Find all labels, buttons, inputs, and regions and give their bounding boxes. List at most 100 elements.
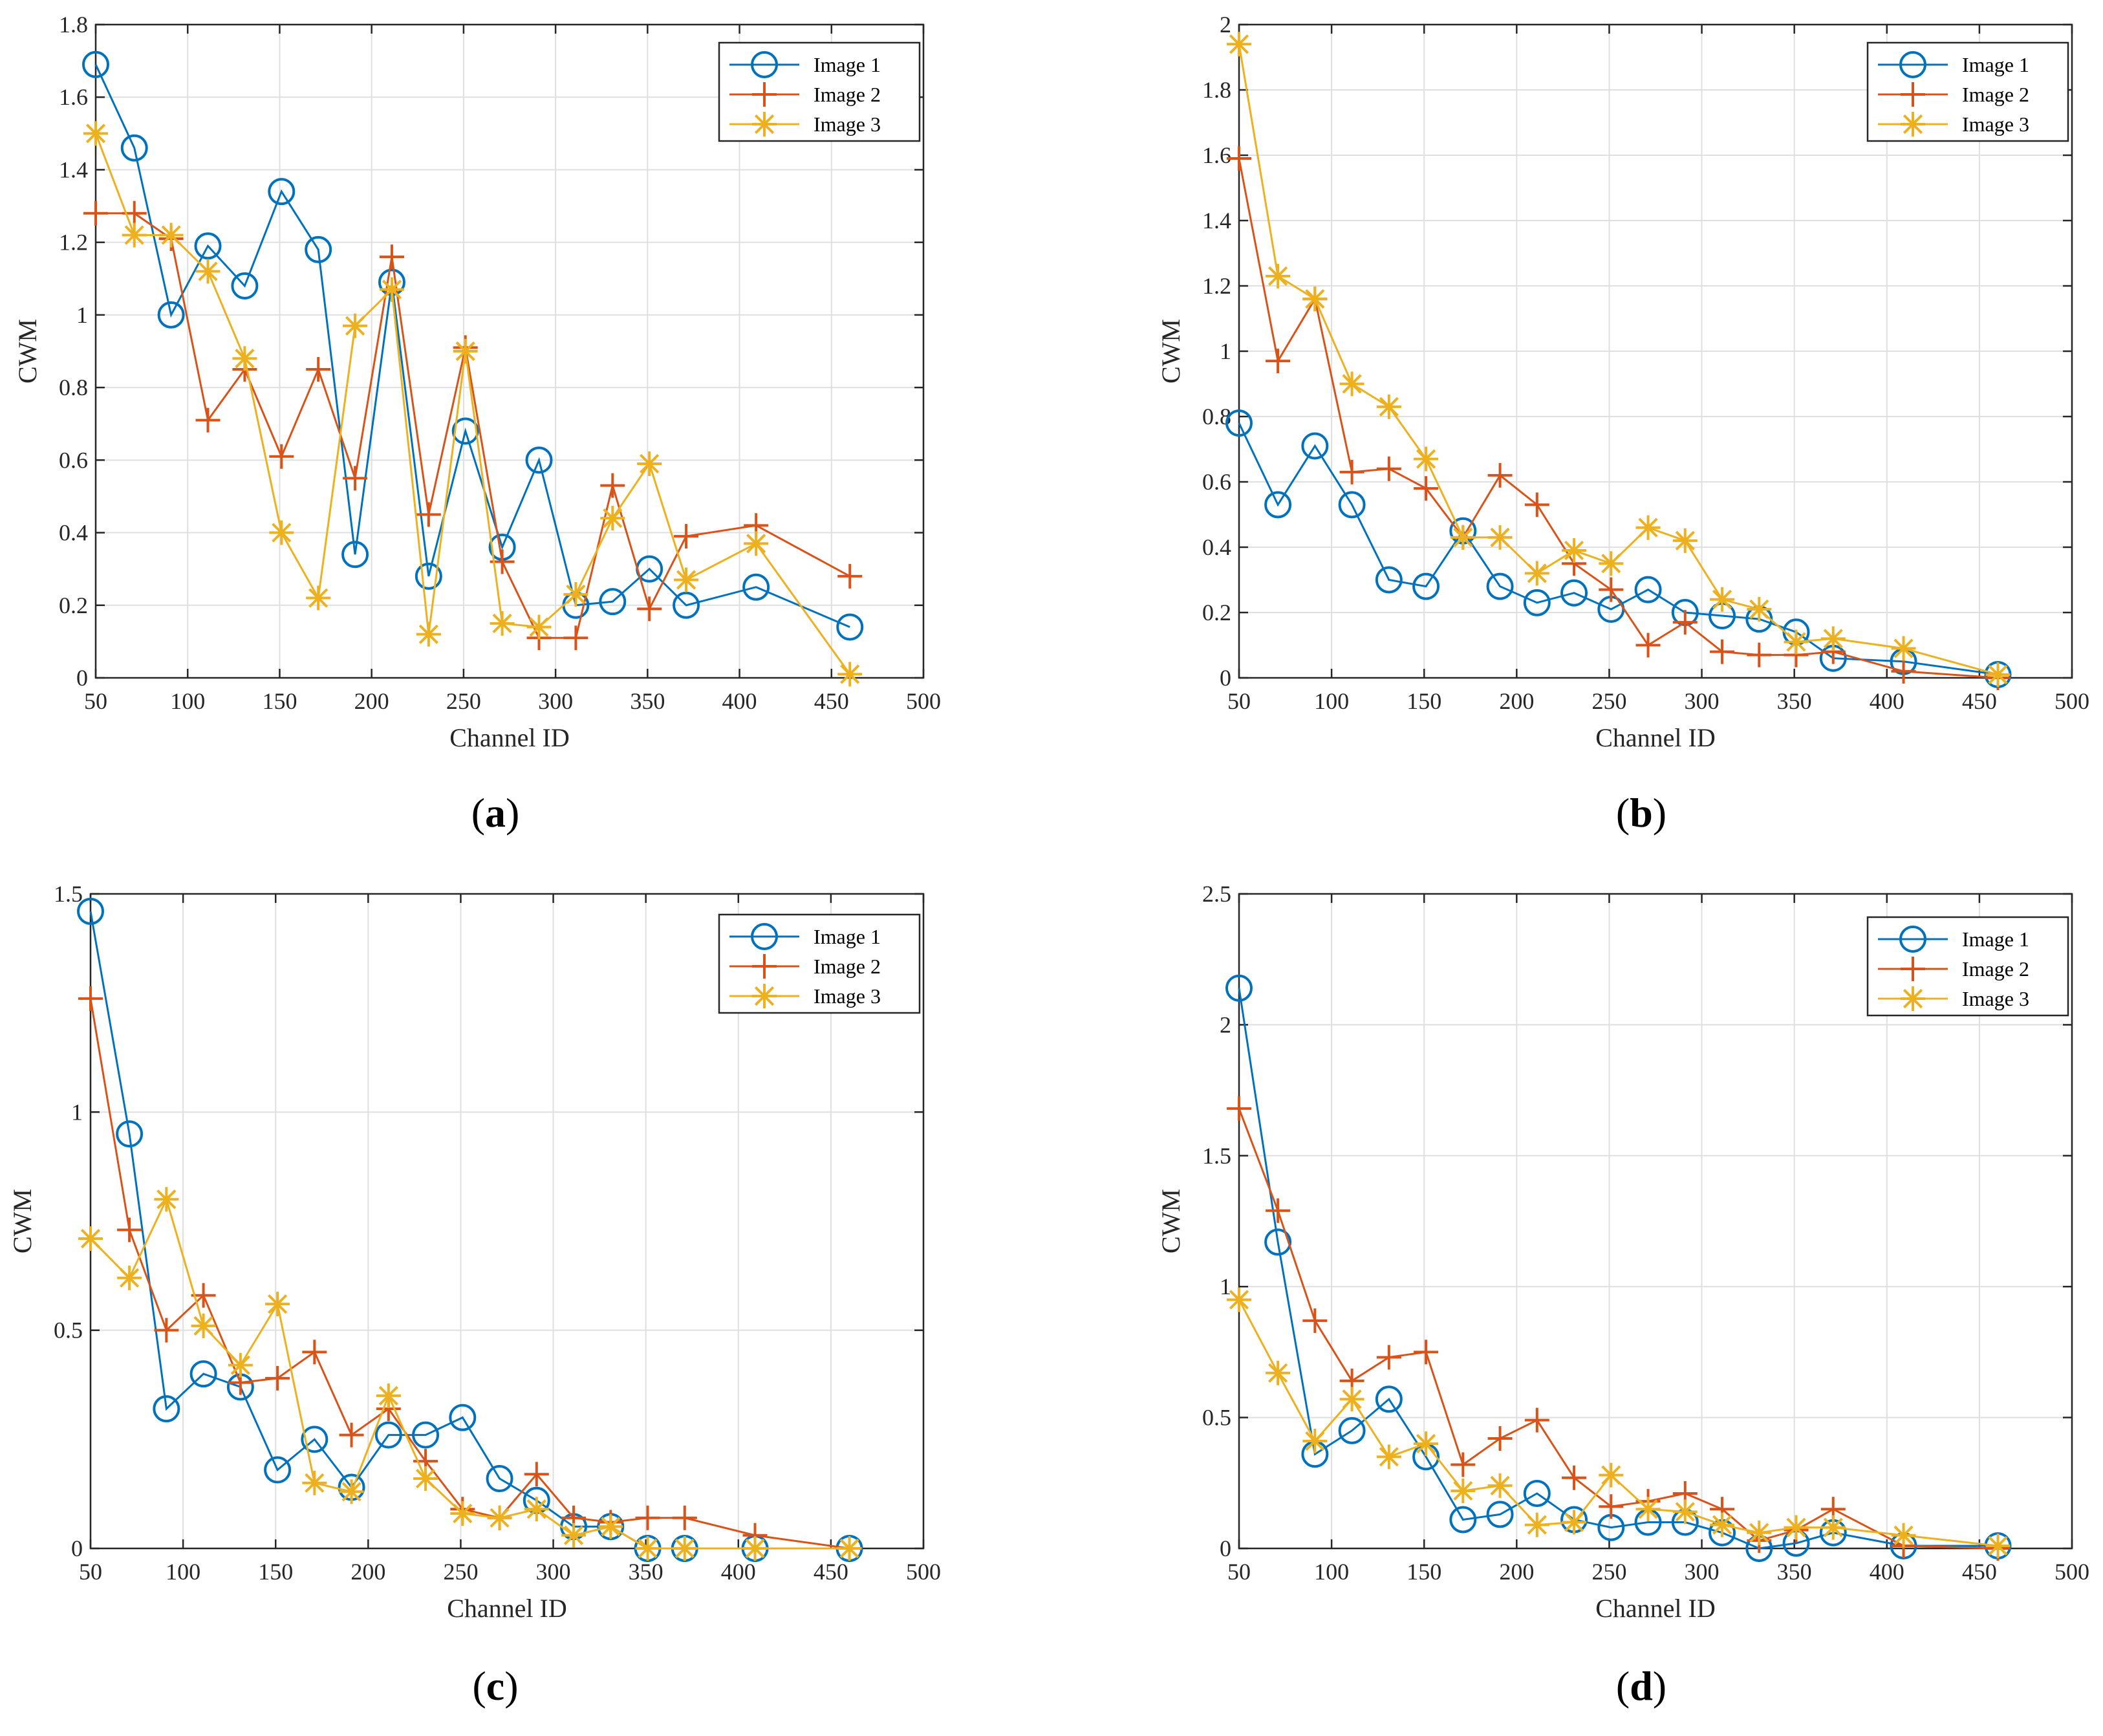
data-point-series-3	[1710, 587, 1735, 612]
data-point-series-2	[83, 201, 108, 226]
data-point-series-3	[1524, 1512, 1549, 1537]
data-point-series-1	[449, 1404, 477, 1431]
x-tick-label: 400	[1870, 688, 1904, 714]
data-point-series-3	[1562, 538, 1587, 563]
data-point-series-1	[194, 232, 222, 260]
data-point-series-3	[1985, 1533, 2011, 1558]
data-point-series-3	[672, 1536, 697, 1561]
data-point-series-3	[1302, 287, 1328, 312]
data-point-series-3	[1562, 1510, 1587, 1535]
data-point-series-3	[1672, 1499, 1698, 1524]
data-point-series-1	[264, 1456, 292, 1484]
x-tick-label: 250	[1591, 1559, 1626, 1585]
data-point-series-2	[1227, 1096, 1251, 1121]
y-axis-label: CWM	[13, 319, 42, 384]
x-tick-label: 250	[443, 1559, 478, 1585]
y-tick-label: 1.8	[1202, 77, 1231, 103]
y-tick-label: 1.4	[59, 157, 88, 182]
x-tick-label: 100	[170, 688, 205, 714]
data-point-series-2	[1227, 146, 1251, 171]
data-point-series-3	[1451, 1478, 1476, 1503]
data-point-series-3	[1451, 525, 1476, 550]
data-point-series-2	[1376, 1345, 1401, 1370]
data-point-series-1	[1412, 572, 1440, 600]
data-point-series-3	[1747, 1520, 1772, 1545]
data-point-series-2	[674, 524, 699, 549]
x-axis-label: Channel ID	[1595, 723, 1716, 752]
data-point-series-1	[116, 1120, 144, 1148]
legend-entry-1: Image 1	[1962, 928, 2029, 951]
data-point-series-2	[635, 1505, 660, 1530]
legend-marker-1	[751, 51, 778, 78]
x-tick-label: 100	[1314, 688, 1349, 714]
y-tick-label: 1	[1220, 1274, 1231, 1299]
data-point-series-2	[195, 407, 221, 433]
data-point-series-3	[1376, 394, 1401, 419]
data-point-series-2	[1266, 1198, 1291, 1223]
data-point-series-1	[412, 1421, 440, 1449]
data-point-series-1	[231, 272, 259, 299]
legend-marker-3	[1901, 112, 1925, 136]
data-point-series-1	[1523, 1479, 1551, 1507]
x-tick-label: 500	[2054, 688, 2089, 714]
data-point-series-3	[600, 506, 625, 531]
data-point-series-3	[1302, 1429, 1328, 1454]
x-axis-label: Channel ID	[449, 723, 570, 752]
data-point-series-1	[305, 235, 332, 263]
y-tick-label: 1.6	[1202, 142, 1231, 168]
data-point-series-3	[487, 1505, 512, 1530]
data-point-series-3	[1784, 629, 1809, 655]
y-tick-label: 1.6	[59, 84, 88, 110]
data-point-series-3	[561, 1523, 587, 1548]
data-point-series-3	[1710, 1512, 1735, 1537]
data-point-series-1	[1560, 579, 1588, 607]
panel-label: (a)	[471, 790, 520, 836]
data-point-series-3	[1339, 371, 1364, 396]
data-point-series-3	[1414, 1431, 1439, 1457]
data-point-series-1	[1225, 409, 1253, 437]
data-point-series-2	[306, 357, 331, 382]
data-point-series-3	[1266, 263, 1291, 288]
data-point-series-2	[339, 1422, 364, 1448]
data-point-series-3	[122, 222, 147, 248]
panel-label: (c)	[472, 1663, 518, 1709]
data-point-series-2	[1266, 349, 1291, 374]
data-point-series-2	[1635, 633, 1661, 658]
data-point-series-3	[269, 520, 294, 545]
data-point-series-3	[376, 1383, 401, 1408]
data-point-series-3	[1266, 1360, 1291, 1385]
legend-entry-1: Image 1	[814, 53, 881, 76]
x-tick-label: 450	[814, 688, 849, 714]
data-point-series-1	[836, 613, 864, 641]
data-point-series-3	[117, 1265, 142, 1290]
data-point-series-1	[486, 1465, 513, 1493]
data-point-series-2	[1524, 492, 1549, 517]
data-point-series-3	[490, 611, 515, 636]
x-tick-label: 300	[1685, 1559, 1720, 1585]
y-tick-label: 0.2	[59, 592, 88, 618]
data-point-series-1	[153, 1395, 180, 1423]
x-tick-label: 500	[906, 688, 941, 714]
x-tick-label: 350	[1777, 688, 1812, 714]
legend-marker-2	[1901, 957, 1925, 981]
data-point-series-1	[1449, 1506, 1477, 1534]
data-point-series-2	[269, 444, 294, 469]
data-point-series-3	[1339, 1387, 1364, 1412]
data-point-series-1	[268, 178, 296, 206]
data-point-series-1	[1338, 1416, 1366, 1444]
y-tick-label: 0	[1220, 1535, 1231, 1561]
x-axis-label: Channel ID	[1595, 1594, 1716, 1623]
data-point-series-3	[1635, 1497, 1661, 1522]
data-point-series-3	[195, 259, 221, 284]
data-point-series-3	[674, 567, 699, 592]
data-point-series-1	[77, 897, 104, 925]
data-point-series-3	[524, 1497, 549, 1522]
x-tick-label: 300	[1685, 688, 1720, 714]
data-point-series-3	[379, 277, 404, 302]
data-point-series-2	[1891, 658, 1916, 684]
y-tick-label: 1.2	[59, 230, 88, 255]
data-point-series-2	[672, 1505, 697, 1530]
data-point-series-1	[599, 588, 627, 616]
data-point-series-3	[413, 1466, 438, 1492]
data-point-series-2	[1376, 456, 1401, 481]
